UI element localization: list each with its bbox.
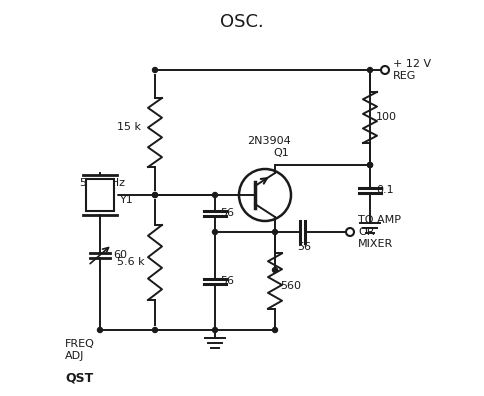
- Text: FREQ
ADJ: FREQ ADJ: [65, 339, 95, 361]
- Circle shape: [97, 327, 102, 333]
- Circle shape: [152, 327, 157, 333]
- Circle shape: [345, 228, 353, 236]
- Text: 56: 56: [220, 276, 233, 286]
- Circle shape: [367, 162, 372, 168]
- Text: TO AMP
OR
MIXER: TO AMP OR MIXER: [357, 215, 400, 249]
- Text: 56: 56: [220, 208, 233, 218]
- Text: 60: 60: [113, 250, 127, 260]
- Text: 56: 56: [296, 242, 310, 252]
- Circle shape: [212, 192, 217, 198]
- Text: 0.1: 0.1: [375, 185, 393, 195]
- Bar: [86, 179, 114, 211]
- Text: 2N3904: 2N3904: [247, 136, 290, 146]
- Circle shape: [152, 67, 157, 72]
- Circle shape: [380, 66, 388, 74]
- Text: OSC.: OSC.: [220, 13, 263, 31]
- Circle shape: [212, 327, 217, 333]
- Text: 15 k: 15 k: [117, 122, 141, 132]
- Circle shape: [152, 192, 157, 198]
- Circle shape: [272, 268, 277, 272]
- Text: Y1: Y1: [120, 195, 134, 205]
- Circle shape: [212, 230, 217, 234]
- Text: QST: QST: [65, 371, 93, 385]
- Text: + 12 V
REG: + 12 V REG: [392, 59, 430, 81]
- Text: Q1: Q1: [272, 148, 288, 158]
- Circle shape: [272, 230, 277, 234]
- Circle shape: [367, 162, 372, 168]
- Circle shape: [152, 192, 157, 198]
- Circle shape: [367, 67, 372, 72]
- Circle shape: [239, 169, 290, 221]
- Text: 560: 560: [279, 281, 301, 291]
- Text: 5.6 k: 5.6 k: [117, 257, 144, 267]
- Text: 100: 100: [375, 112, 396, 122]
- Circle shape: [272, 327, 277, 333]
- Text: 5.1 MHz: 5.1 MHz: [80, 178, 125, 188]
